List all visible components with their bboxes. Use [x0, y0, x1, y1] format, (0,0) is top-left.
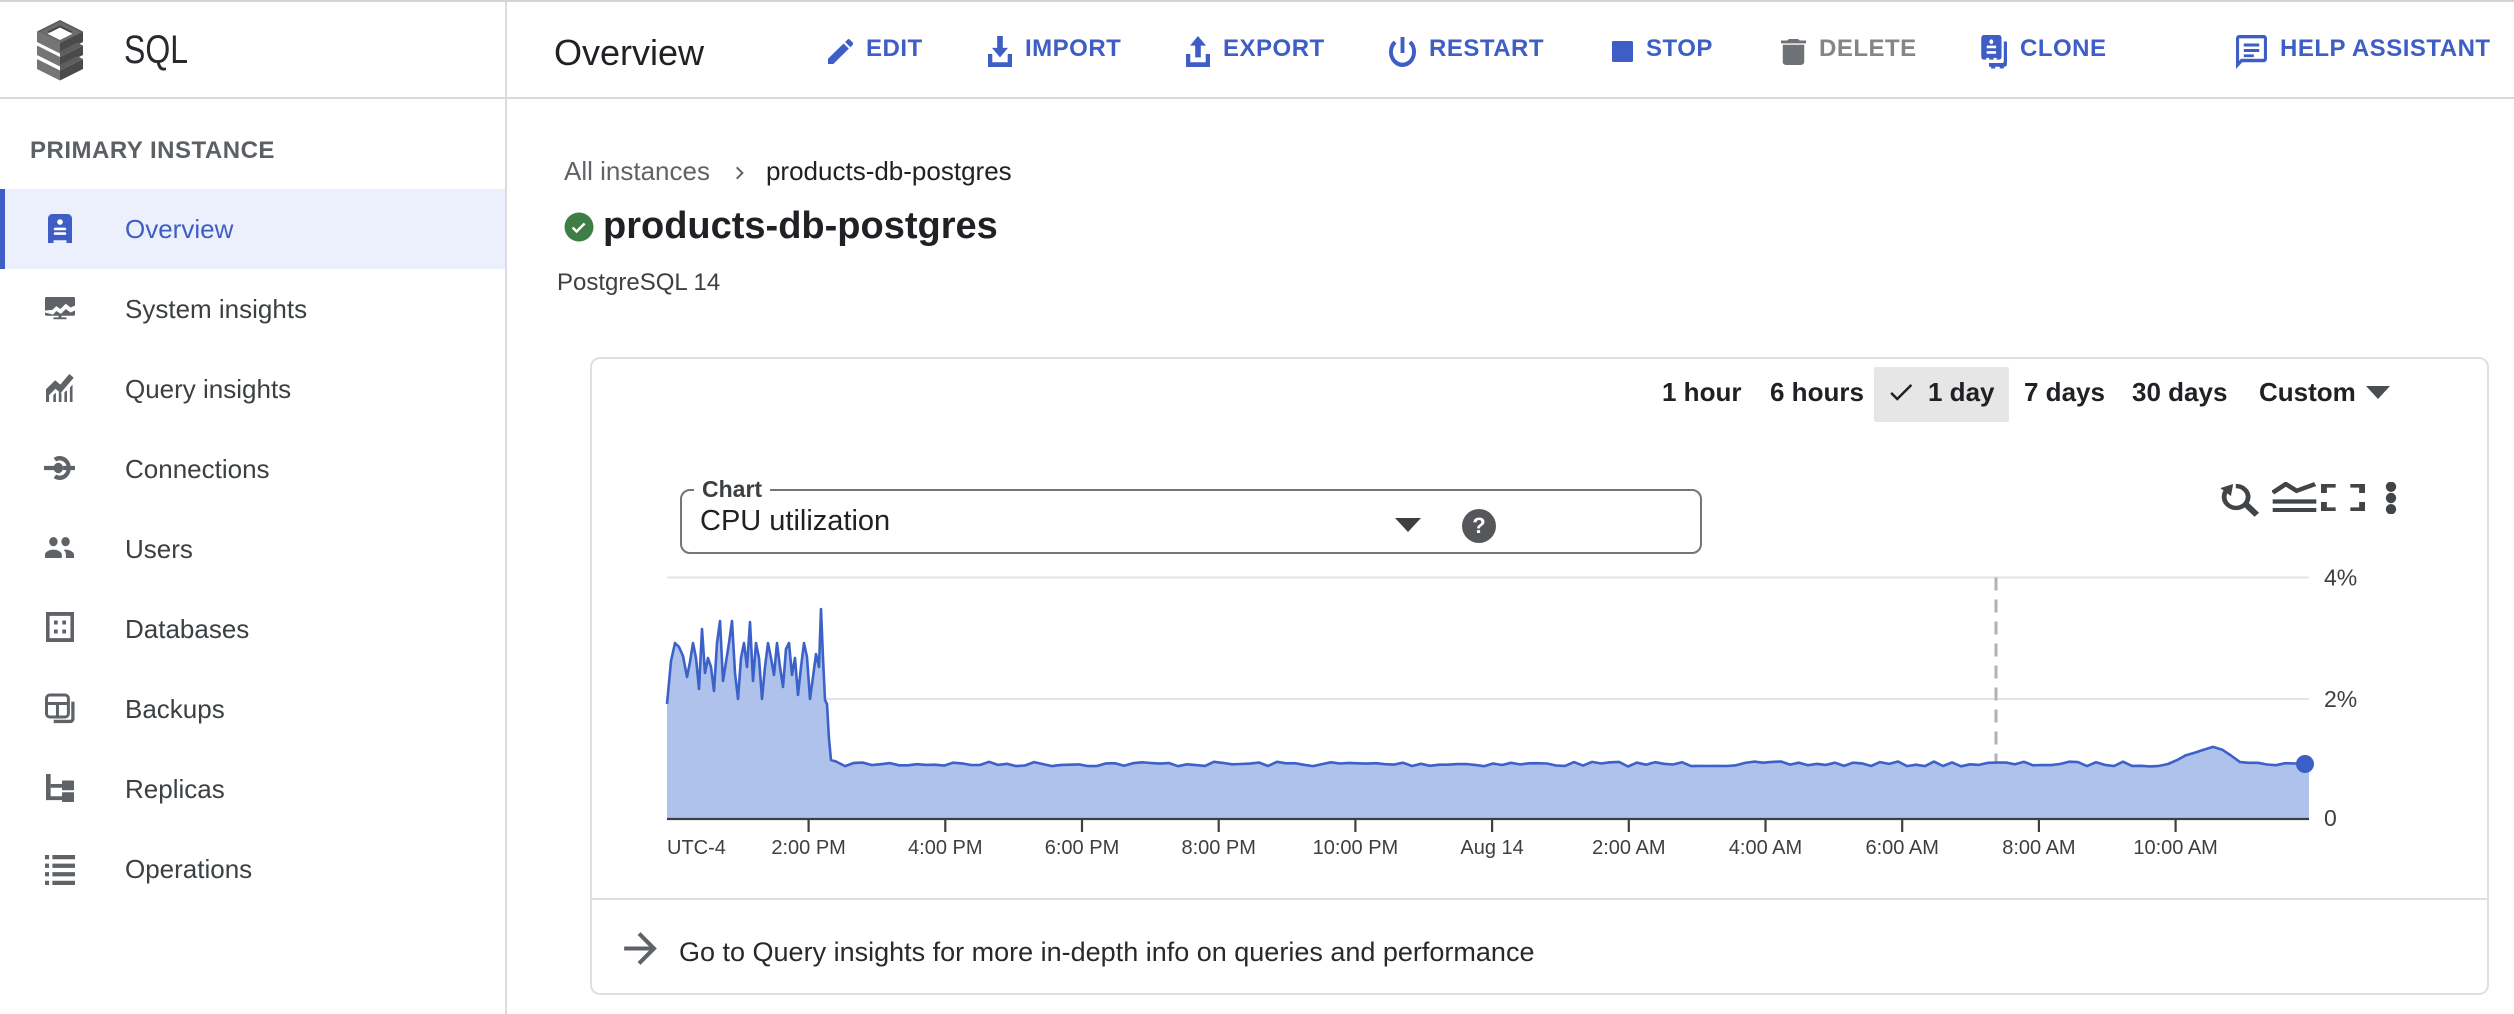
- svg-text:UTC-4: UTC-4: [667, 837, 726, 859]
- svg-text:6:00 AM: 6:00 AM: [1866, 837, 1939, 859]
- svg-text:8:00 AM: 8:00 AM: [2002, 837, 2075, 859]
- svg-text:10:00 PM: 10:00 PM: [1313, 837, 1399, 859]
- svg-text:10:00 AM: 10:00 AM: [2133, 837, 2218, 859]
- svg-text:6:00 PM: 6:00 PM: [1045, 837, 1119, 859]
- svg-text:4:00 PM: 4:00 PM: [908, 837, 982, 859]
- svg-text:Aug 14: Aug 14: [1460, 837, 1523, 859]
- svg-text:8:00 PM: 8:00 PM: [1181, 837, 1255, 859]
- svg-text:2:00 AM: 2:00 AM: [1592, 837, 1665, 859]
- svg-text:2%: 2%: [2324, 686, 2357, 712]
- svg-text:0: 0: [2324, 805, 2337, 831]
- svg-text:4:00 AM: 4:00 AM: [1729, 837, 1802, 859]
- svg-text:4%: 4%: [2324, 565, 2357, 591]
- svg-text:2:00 PM: 2:00 PM: [771, 837, 845, 859]
